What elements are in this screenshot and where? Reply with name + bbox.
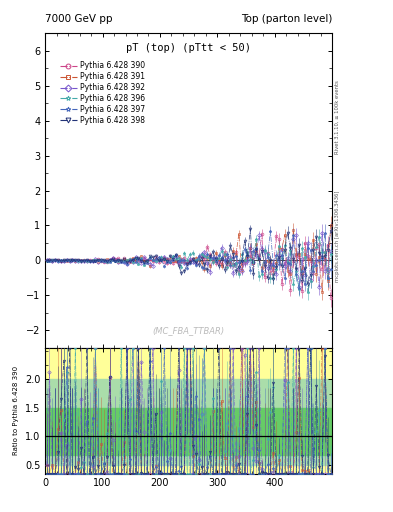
Y-axis label: Ratio to Pythia 6.428 390: Ratio to Pythia 6.428 390 [13,366,19,455]
Text: mcplots.cern.ch [arXiv:1306.3436]: mcplots.cern.ch [arXiv:1306.3436] [335,190,340,282]
Legend: Pythia 6.428 390, Pythia 6.428 391, Pythia 6.428 392, Pythia 6.428 396, Pythia 6: Pythia 6.428 390, Pythia 6.428 391, Pyth… [58,59,147,127]
Text: (MC_FBA_TTBAR): (MC_FBA_TTBAR) [152,326,225,335]
Text: pT (top) (pTtt < 50): pT (top) (pTtt < 50) [126,42,251,53]
Text: Rivet 3.1.10, ≥ 100k events: Rivet 3.1.10, ≥ 100k events [335,80,340,154]
Text: Top (parton level): Top (parton level) [241,14,332,24]
Text: 7000 GeV pp: 7000 GeV pp [45,14,113,24]
